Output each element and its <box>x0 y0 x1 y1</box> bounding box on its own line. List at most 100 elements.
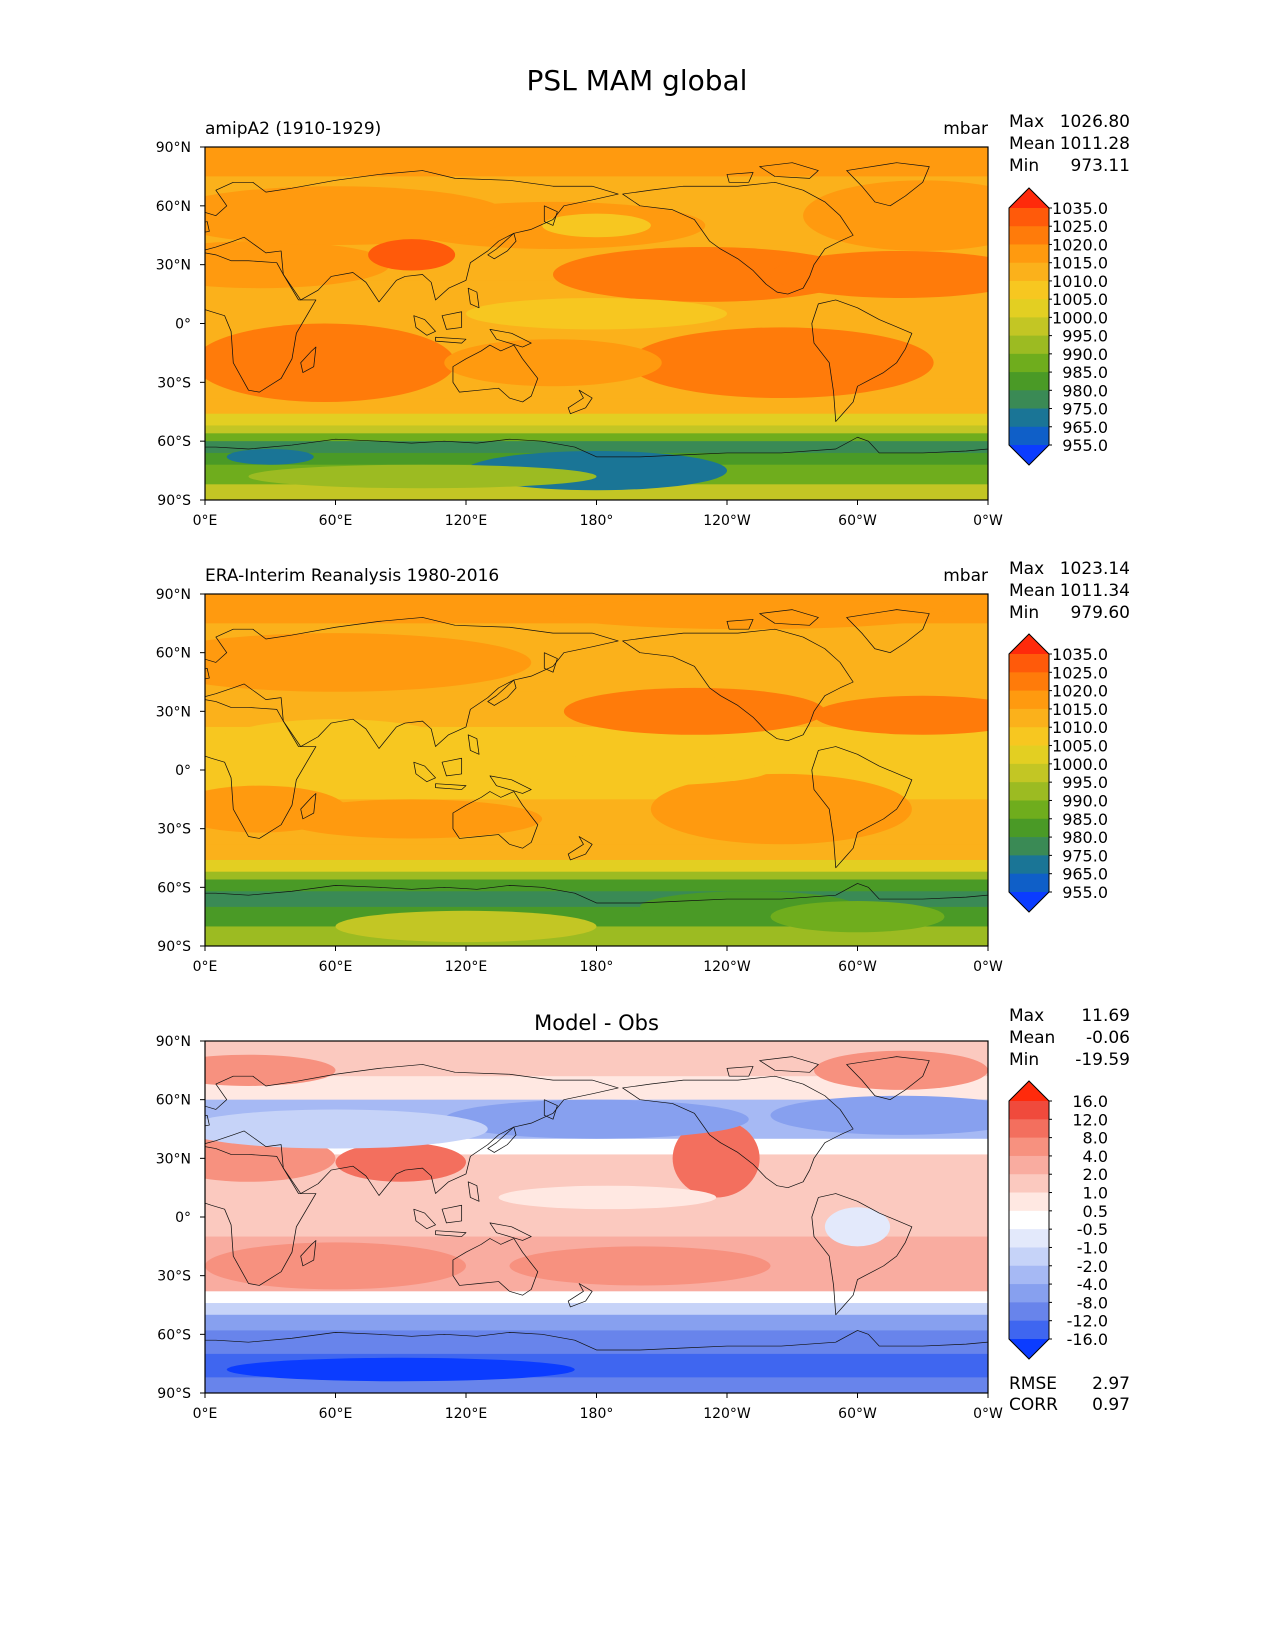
contour-region <box>542 213 651 238</box>
contour-region <box>672 1119 760 1198</box>
contour-band <box>205 441 988 454</box>
lon-tick-label: 180° <box>580 959 614 975</box>
lat-tick-label: 30°N <box>156 704 191 720</box>
colorbar-segment <box>1009 1284 1049 1303</box>
contour-region <box>444 339 662 387</box>
colorbar-extend-bottom <box>1009 1339 1049 1359</box>
contour-region <box>770 1095 988 1135</box>
colorbar-label: -1.0 <box>1077 1238 1108 1257</box>
colorbar-label: 12.0 <box>1072 1110 1108 1129</box>
stat-label: Max <box>1009 112 1044 132</box>
colorbar-segment <box>1009 372 1049 391</box>
colorbar-segment <box>1009 1247 1049 1267</box>
lon-tick-label: 0°W <box>973 959 1003 975</box>
colorbar-label: 980.0 <box>1062 828 1108 847</box>
lat-tick-label: 30°S <box>157 375 191 391</box>
lon-tick-label: 60°W <box>838 1406 877 1422</box>
contour-band <box>205 1330 988 1355</box>
colorbar-label: 990.0 <box>1062 791 1108 810</box>
contour-band <box>205 1303 988 1316</box>
colorbar-label: 2.0 <box>1083 1165 1108 1184</box>
contour-region <box>803 180 988 251</box>
contour-region <box>509 754 771 786</box>
stat-value: 1011.34 <box>1060 581 1130 601</box>
contour-region <box>509 1246 771 1286</box>
colorbar-label: 1.0 <box>1083 1184 1108 1203</box>
contour-region <box>205 186 510 246</box>
colorbar-label: 1010.0 <box>1052 718 1108 737</box>
colorbar-label: 16.0 <box>1072 1092 1108 1111</box>
lat-tick-label: 60°S <box>157 1327 191 1343</box>
stat-value: 11.69 <box>1081 1006 1130 1026</box>
colorbar-segment <box>1009 1119 1049 1139</box>
stat-value: 1026.80 <box>1060 112 1130 132</box>
contour-band <box>205 1076 988 1101</box>
contour-region <box>824 1207 891 1247</box>
stat-label: Min <box>1009 156 1039 176</box>
contour-band <box>205 1314 988 1331</box>
contour-region <box>205 785 347 833</box>
lat-tick-label: 90°S <box>157 939 191 955</box>
colorbar-segment <box>1009 390 1049 409</box>
stat-label: Min <box>1009 1050 1039 1070</box>
colorbar-segment <box>1009 1302 1049 1322</box>
colorbar-label: 1000.0 <box>1052 755 1108 774</box>
figure-title: PSL MAM global <box>527 64 748 97</box>
lon-tick-label: 0°E <box>193 959 218 975</box>
colorbar-segment <box>1009 299 1049 318</box>
colorbar-label: 1025.0 <box>1052 663 1108 682</box>
colorbar-extend-top <box>1009 634 1049 654</box>
lon-tick-label: 60°W <box>838 959 877 975</box>
colorbar-segment <box>1009 782 1049 801</box>
lon-tick-label: 120°E <box>445 959 488 975</box>
colorbar-segment <box>1009 226 1049 245</box>
colorbar-extend-bottom <box>1009 892 1049 912</box>
contour-region <box>335 1142 466 1182</box>
lat-tick-label: 0° <box>175 763 191 779</box>
stat-value: 979.60 <box>1071 603 1130 623</box>
colorbar-label: 975.0 <box>1062 846 1108 865</box>
lat-tick-label: 60°N <box>156 1093 191 1109</box>
contour-band <box>205 484 988 500</box>
lon-tick-label: 60°W <box>838 513 877 529</box>
colorbar-label: 1000.0 <box>1052 308 1108 327</box>
colorbar-label: 1005.0 <box>1052 290 1108 309</box>
lat-tick-label: 90°N <box>156 1034 191 1050</box>
lat-tick-label: 90°S <box>157 1386 191 1402</box>
contour-region <box>205 1242 466 1290</box>
metric-label: RMSE <box>1009 1374 1057 1394</box>
colorbar-label: 955.0 <box>1062 883 1108 902</box>
contour-region <box>248 464 597 489</box>
colorbar-segment <box>1009 1137 1049 1157</box>
contour-region <box>814 695 988 735</box>
colorbar-label: 1025.0 <box>1052 217 1108 236</box>
colorbar-segment <box>1009 873 1049 893</box>
colorbar-label: -2.0 <box>1077 1257 1108 1276</box>
stat-label: Max <box>1009 559 1044 579</box>
colorbar-segment <box>1009 855 1049 875</box>
lon-tick-label: 120°W <box>703 1406 751 1422</box>
contour-region <box>770 901 945 933</box>
colorbar-segment <box>1009 244 1049 264</box>
lon-tick-label: 120°W <box>703 513 751 529</box>
contour-region <box>650 773 912 845</box>
colorbar-segment <box>1009 317 1049 337</box>
colorbar-label: 985.0 <box>1062 810 1108 829</box>
stat-value: -0.06 <box>1086 1028 1130 1048</box>
colorbar-segment <box>1009 800 1049 820</box>
contour-region <box>498 1185 717 1210</box>
colorbar-segment <box>1009 1155 1049 1175</box>
colorbar-label: 975.0 <box>1062 400 1108 419</box>
colorbar-label: -0.5 <box>1077 1220 1108 1239</box>
colorbar-segment <box>1009 763 1049 783</box>
colorbar-segment <box>1009 690 1049 710</box>
stat-label: Mean <box>1009 581 1055 601</box>
colorbar-label: 965.0 <box>1062 418 1108 437</box>
colorbar-label: -16.0 <box>1067 1330 1108 1349</box>
contour-region <box>770 250 988 298</box>
metric-value: 0.97 <box>1092 1395 1130 1415</box>
colorbar-segment <box>1009 208 1049 227</box>
contour-band <box>205 1291 988 1304</box>
colorbar-segment <box>1009 1210 1049 1230</box>
